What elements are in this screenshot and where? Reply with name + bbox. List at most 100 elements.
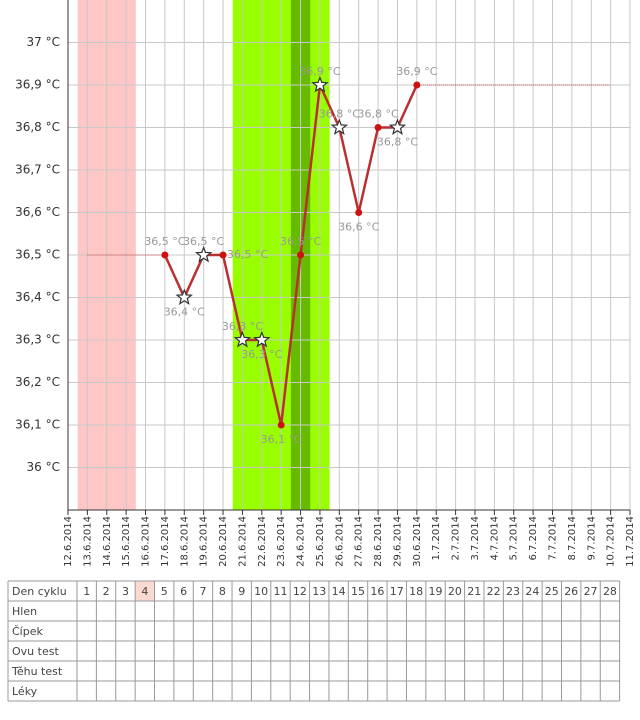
x-tick-label: 19.6.2014 — [199, 516, 210, 567]
y-tick-label: 36 °C — [27, 460, 60, 474]
day-number: 22 — [487, 585, 501, 598]
value-label: 36,9 °C — [396, 65, 437, 78]
y-tick-label: 36,3 °C — [15, 333, 60, 347]
x-tick-label: 15.6.2014 — [121, 516, 132, 567]
x-tick-label: 12.6.2014 — [63, 516, 74, 567]
x-tick-label: 5.7.2014 — [509, 516, 520, 561]
day-number: 8 — [219, 585, 226, 598]
day-number: 1 — [83, 585, 90, 598]
x-tick-label: 10.7.2014 — [606, 516, 617, 567]
y-tick-label: 36,4 °C — [15, 290, 60, 304]
value-label: 36,4 °C — [164, 306, 205, 319]
x-tick-label: 24.6.2014 — [296, 516, 307, 567]
y-tick-label: 36,8 °C — [15, 120, 60, 134]
x-tick-label: 17.6.2014 — [160, 516, 171, 567]
value-label: 36,5 °C — [280, 235, 321, 248]
day-number: 18 — [409, 585, 423, 598]
row-label: Hlen — [12, 605, 37, 618]
today-cell — [135, 581, 155, 601]
value-label: 36,3 °C — [241, 348, 282, 361]
point — [219, 251, 227, 259]
day-number: 28 — [603, 585, 617, 598]
x-tick-label: 11.7.2014 — [625, 516, 636, 567]
day-number: 27 — [584, 585, 598, 598]
x-tick-label: 20.6.2014 — [218, 516, 229, 567]
value-label: 36,5 °C — [227, 248, 268, 261]
point — [374, 124, 382, 131]
star-point — [330, 118, 349, 135]
y-tick-label: 36,7 °C — [15, 163, 60, 177]
day-number: 20 — [448, 585, 462, 598]
y-tick-label: 36,6 °C — [15, 205, 60, 219]
value-label: 36,8 °C — [377, 136, 418, 149]
day-number: 16 — [370, 585, 384, 598]
day-number: 5 — [161, 585, 168, 598]
star-point — [253, 330, 271, 348]
day-number: 25 — [545, 585, 559, 598]
x-tick-label: 14.6.2014 — [102, 516, 113, 567]
x-tick-label: 23.6.2014 — [276, 516, 287, 567]
star-point — [388, 118, 407, 135]
x-tick-label: 3.7.2014 — [470, 516, 481, 561]
value-label: 36,5 °C — [144, 235, 185, 248]
row-label: Těhu test — [11, 665, 63, 678]
x-tick-label: 2.7.2014 — [451, 516, 462, 561]
value-label: 36,8 °C — [357, 108, 398, 121]
x-tick-label: 8.7.2014 — [567, 516, 578, 561]
day-number: 7 — [199, 585, 206, 598]
y-tick-label: 36,1 °C — [15, 418, 60, 432]
y-tick-label: 36,2 °C — [15, 375, 60, 389]
x-tick-label: 28.6.2014 — [373, 516, 384, 567]
row-label: Den cyklu — [12, 585, 67, 598]
point — [161, 251, 169, 259]
y-tick-label: 36,5 °C — [15, 248, 60, 262]
x-tick-label: 30.6.2014 — [412, 516, 423, 567]
day-number: 19 — [429, 585, 443, 598]
x-tick-label: 4.7.2014 — [489, 516, 500, 561]
x-tick-label: 1.7.2014 — [431, 516, 442, 561]
day-number: 4 — [141, 585, 148, 598]
day-number: 23 — [506, 585, 520, 598]
x-tick-label: 9.7.2014 — [586, 516, 597, 561]
day-number: 10 — [254, 585, 268, 598]
x-tick-label: 27.6.2014 — [354, 516, 365, 567]
day-number: 17 — [390, 585, 404, 598]
value-label: 36,9 °C — [299, 65, 340, 78]
day-number: 26 — [564, 585, 578, 598]
day-number: 15 — [351, 585, 365, 598]
value-label: 36,8 °C — [319, 108, 360, 121]
x-tick-label: 22.6.2014 — [257, 516, 268, 567]
x-tick-label: 13.6.2014 — [82, 516, 93, 567]
row-label: Ovu test — [12, 645, 59, 658]
x-tick-label: 16.6.2014 — [141, 516, 152, 567]
x-tick-label: 26.6.2014 — [334, 516, 345, 567]
day-number: 2 — [103, 585, 110, 598]
star-point — [175, 288, 193, 305]
day-number: 14 — [332, 585, 346, 598]
point — [277, 421, 285, 429]
day-number: 24 — [525, 585, 539, 598]
day-number: 6 — [180, 585, 187, 598]
day-number: 3 — [122, 585, 129, 598]
y-tick-label: 36,9 °C — [15, 78, 60, 92]
x-tick-label: 21.6.2014 — [237, 516, 248, 567]
x-tick-label: 6.7.2014 — [528, 516, 539, 561]
point — [355, 209, 363, 216]
value-label: 36,1 °C — [261, 433, 302, 446]
day-number: 13 — [312, 585, 326, 598]
value-label: 36,5 °C — [183, 235, 224, 248]
star-point — [194, 245, 213, 263]
day-number: 9 — [238, 585, 245, 598]
value-label: 36,6 °C — [338, 221, 379, 234]
star-point — [233, 330, 252, 348]
value-label: 36,3 °C — [222, 320, 263, 333]
day-number: 12 — [293, 585, 307, 598]
x-tick-label: 25.6.2014 — [315, 516, 326, 567]
y-tick-label: 37 °C — [27, 35, 60, 49]
star-point — [311, 75, 329, 93]
row-label: Čípek — [12, 625, 43, 638]
day-number: 21 — [467, 585, 481, 598]
point — [297, 251, 305, 259]
row-label: Léky — [12, 685, 38, 698]
